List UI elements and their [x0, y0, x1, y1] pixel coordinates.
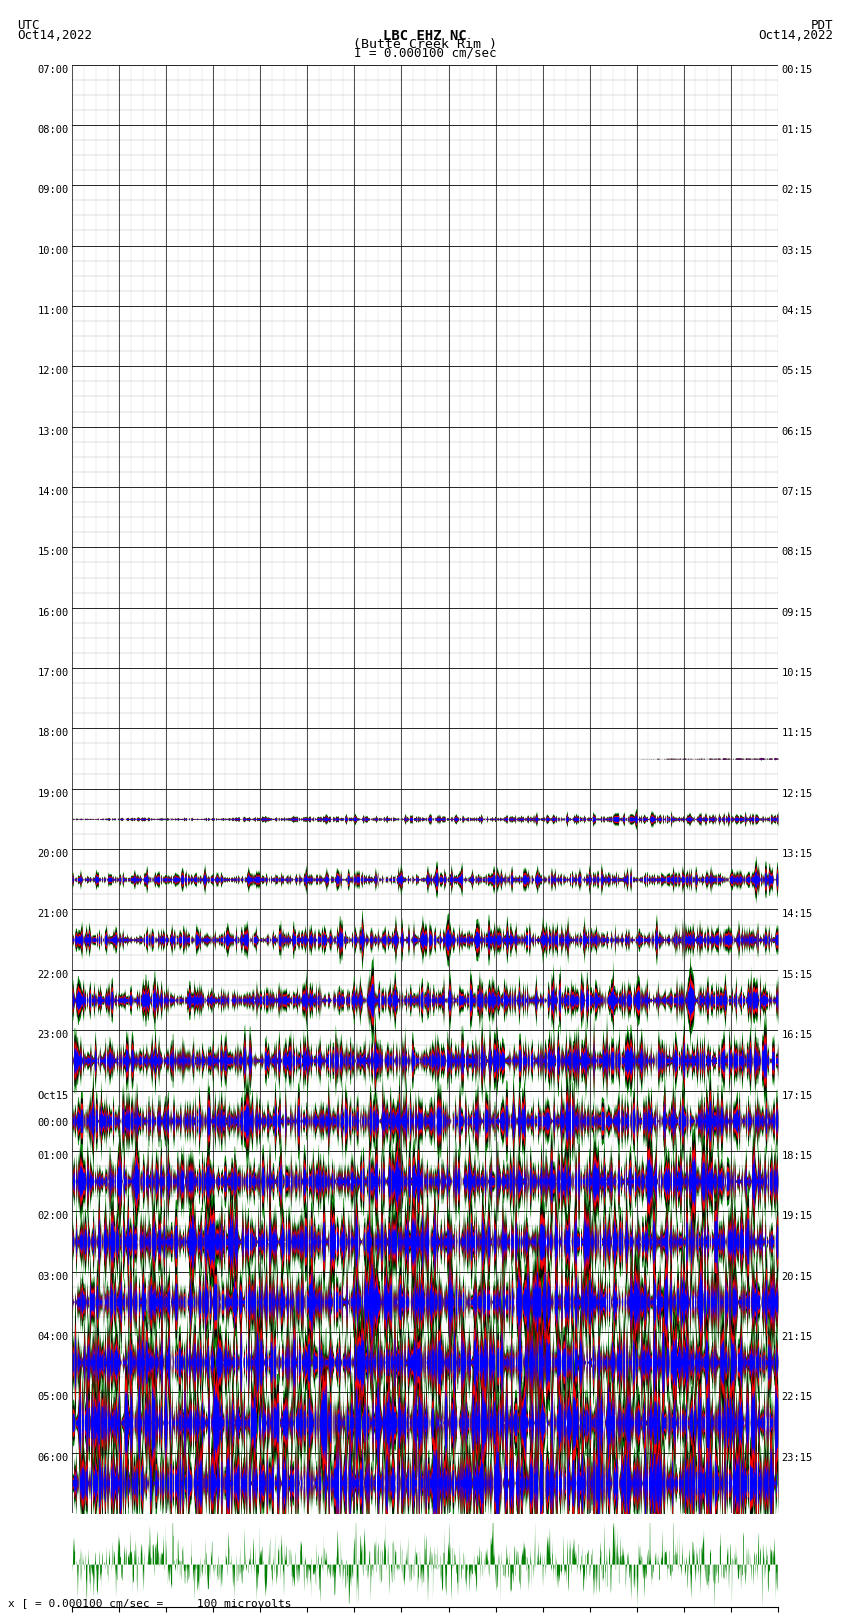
Text: 08:00: 08:00 [37, 124, 69, 135]
Text: 05:00: 05:00 [37, 1392, 69, 1402]
Text: 06:00: 06:00 [37, 1453, 69, 1463]
Text: 08:15: 08:15 [781, 547, 813, 558]
Text: 18:00: 18:00 [37, 729, 69, 739]
Text: (Butte Creek Rim ): (Butte Creek Rim ) [353, 37, 497, 50]
Text: 02:15: 02:15 [781, 185, 813, 195]
Text: 21:00: 21:00 [37, 910, 69, 919]
Text: UTC: UTC [17, 19, 39, 32]
Text: 23:15: 23:15 [781, 1453, 813, 1463]
Text: 03:15: 03:15 [781, 245, 813, 255]
Text: 17:15: 17:15 [781, 1090, 813, 1100]
Text: LBC EHZ NC: LBC EHZ NC [383, 29, 467, 44]
Text: 04:00: 04:00 [37, 1332, 69, 1342]
Text: 17:00: 17:00 [37, 668, 69, 677]
Text: 10:00: 10:00 [37, 245, 69, 255]
Text: 00:15: 00:15 [781, 65, 813, 74]
Text: 13:15: 13:15 [781, 848, 813, 860]
Text: 14:00: 14:00 [37, 487, 69, 497]
Text: 22:00: 22:00 [37, 969, 69, 979]
Text: 02:00: 02:00 [37, 1211, 69, 1221]
Text: 13:00: 13:00 [37, 427, 69, 437]
Text: 09:15: 09:15 [781, 608, 813, 618]
Text: 01:15: 01:15 [781, 124, 813, 135]
Text: 14:15: 14:15 [781, 910, 813, 919]
Text: 22:15: 22:15 [781, 1392, 813, 1402]
Text: x [ = 0.000100 cm/sec =     100 microvolts: x [ = 0.000100 cm/sec = 100 microvolts [8, 1598, 292, 1608]
Text: I = 0.000100 cm/sec: I = 0.000100 cm/sec [354, 47, 496, 60]
Text: 12:00: 12:00 [37, 366, 69, 376]
Text: 07:00: 07:00 [37, 65, 69, 74]
Text: 16:00: 16:00 [37, 608, 69, 618]
Text: 15:15: 15:15 [781, 969, 813, 979]
Text: 21:15: 21:15 [781, 1332, 813, 1342]
Text: 16:15: 16:15 [781, 1031, 813, 1040]
Text: 06:15: 06:15 [781, 427, 813, 437]
Text: 18:15: 18:15 [781, 1152, 813, 1161]
Text: Oct15: Oct15 [37, 1090, 69, 1100]
Text: 23:00: 23:00 [37, 1031, 69, 1040]
Text: 10:15: 10:15 [781, 668, 813, 677]
Text: 00:00: 00:00 [37, 1118, 69, 1127]
Text: 01:00: 01:00 [37, 1152, 69, 1161]
Text: 11:15: 11:15 [781, 729, 813, 739]
Text: 19:15: 19:15 [781, 1211, 813, 1221]
Text: 20:15: 20:15 [781, 1271, 813, 1282]
Text: 12:15: 12:15 [781, 789, 813, 798]
Text: Oct14,2022: Oct14,2022 [17, 29, 92, 42]
Text: 11:00: 11:00 [37, 306, 69, 316]
Text: 04:15: 04:15 [781, 306, 813, 316]
Text: 15:00: 15:00 [37, 547, 69, 558]
Text: 07:15: 07:15 [781, 487, 813, 497]
Text: 20:00: 20:00 [37, 848, 69, 860]
Text: 09:00: 09:00 [37, 185, 69, 195]
Text: 19:00: 19:00 [37, 789, 69, 798]
Text: 03:00: 03:00 [37, 1271, 69, 1282]
Text: Oct14,2022: Oct14,2022 [758, 29, 833, 42]
Text: 05:15: 05:15 [781, 366, 813, 376]
Text: PDT: PDT [811, 19, 833, 32]
